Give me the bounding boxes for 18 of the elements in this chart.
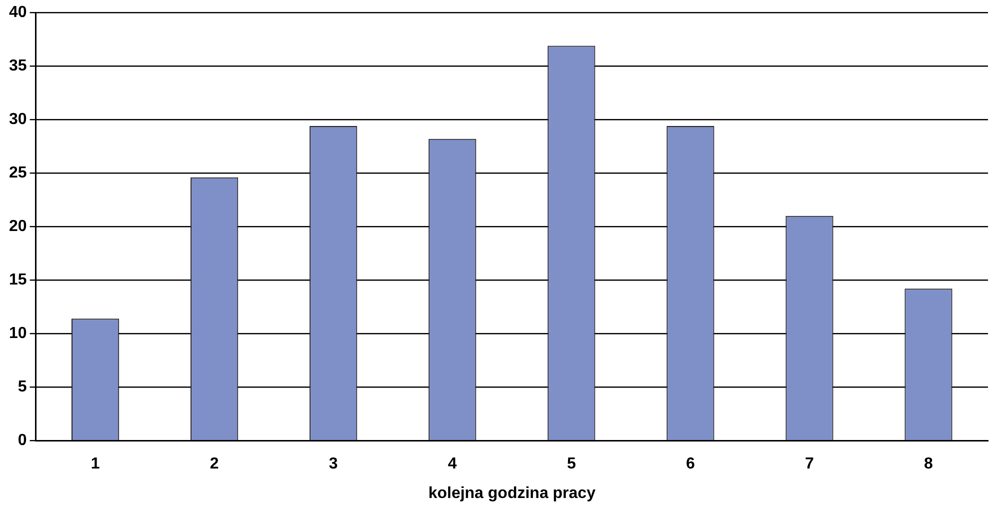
x-tick-label: 5 (566, 456, 576, 473)
y-tick-label: 10 (9, 325, 27, 342)
y-tick-label: 0 (18, 432, 27, 450)
x-tick-label: 4 (448, 456, 457, 473)
x-axis-title: kolejna godzina pracy (428, 484, 596, 502)
y-tick-label: 40 (9, 4, 27, 22)
y-tick-label: 15 (9, 272, 27, 289)
x-tick-label: 8 (924, 456, 934, 473)
y-tick-label: 5 (18, 378, 27, 396)
x-tick-label: 6 (686, 456, 695, 473)
x-tick-label: 1 (90, 456, 100, 473)
y-tick-label: 30 (9, 111, 27, 128)
y-tick-label: 25 (9, 164, 27, 182)
y-tick-label: 35 (9, 58, 27, 75)
x-tick-label: 3 (328, 456, 338, 473)
x-tick-label: 7 (805, 456, 814, 473)
x-tick-label: 2 (210, 456, 219, 473)
y-tick-label: 20 (9, 218, 27, 236)
